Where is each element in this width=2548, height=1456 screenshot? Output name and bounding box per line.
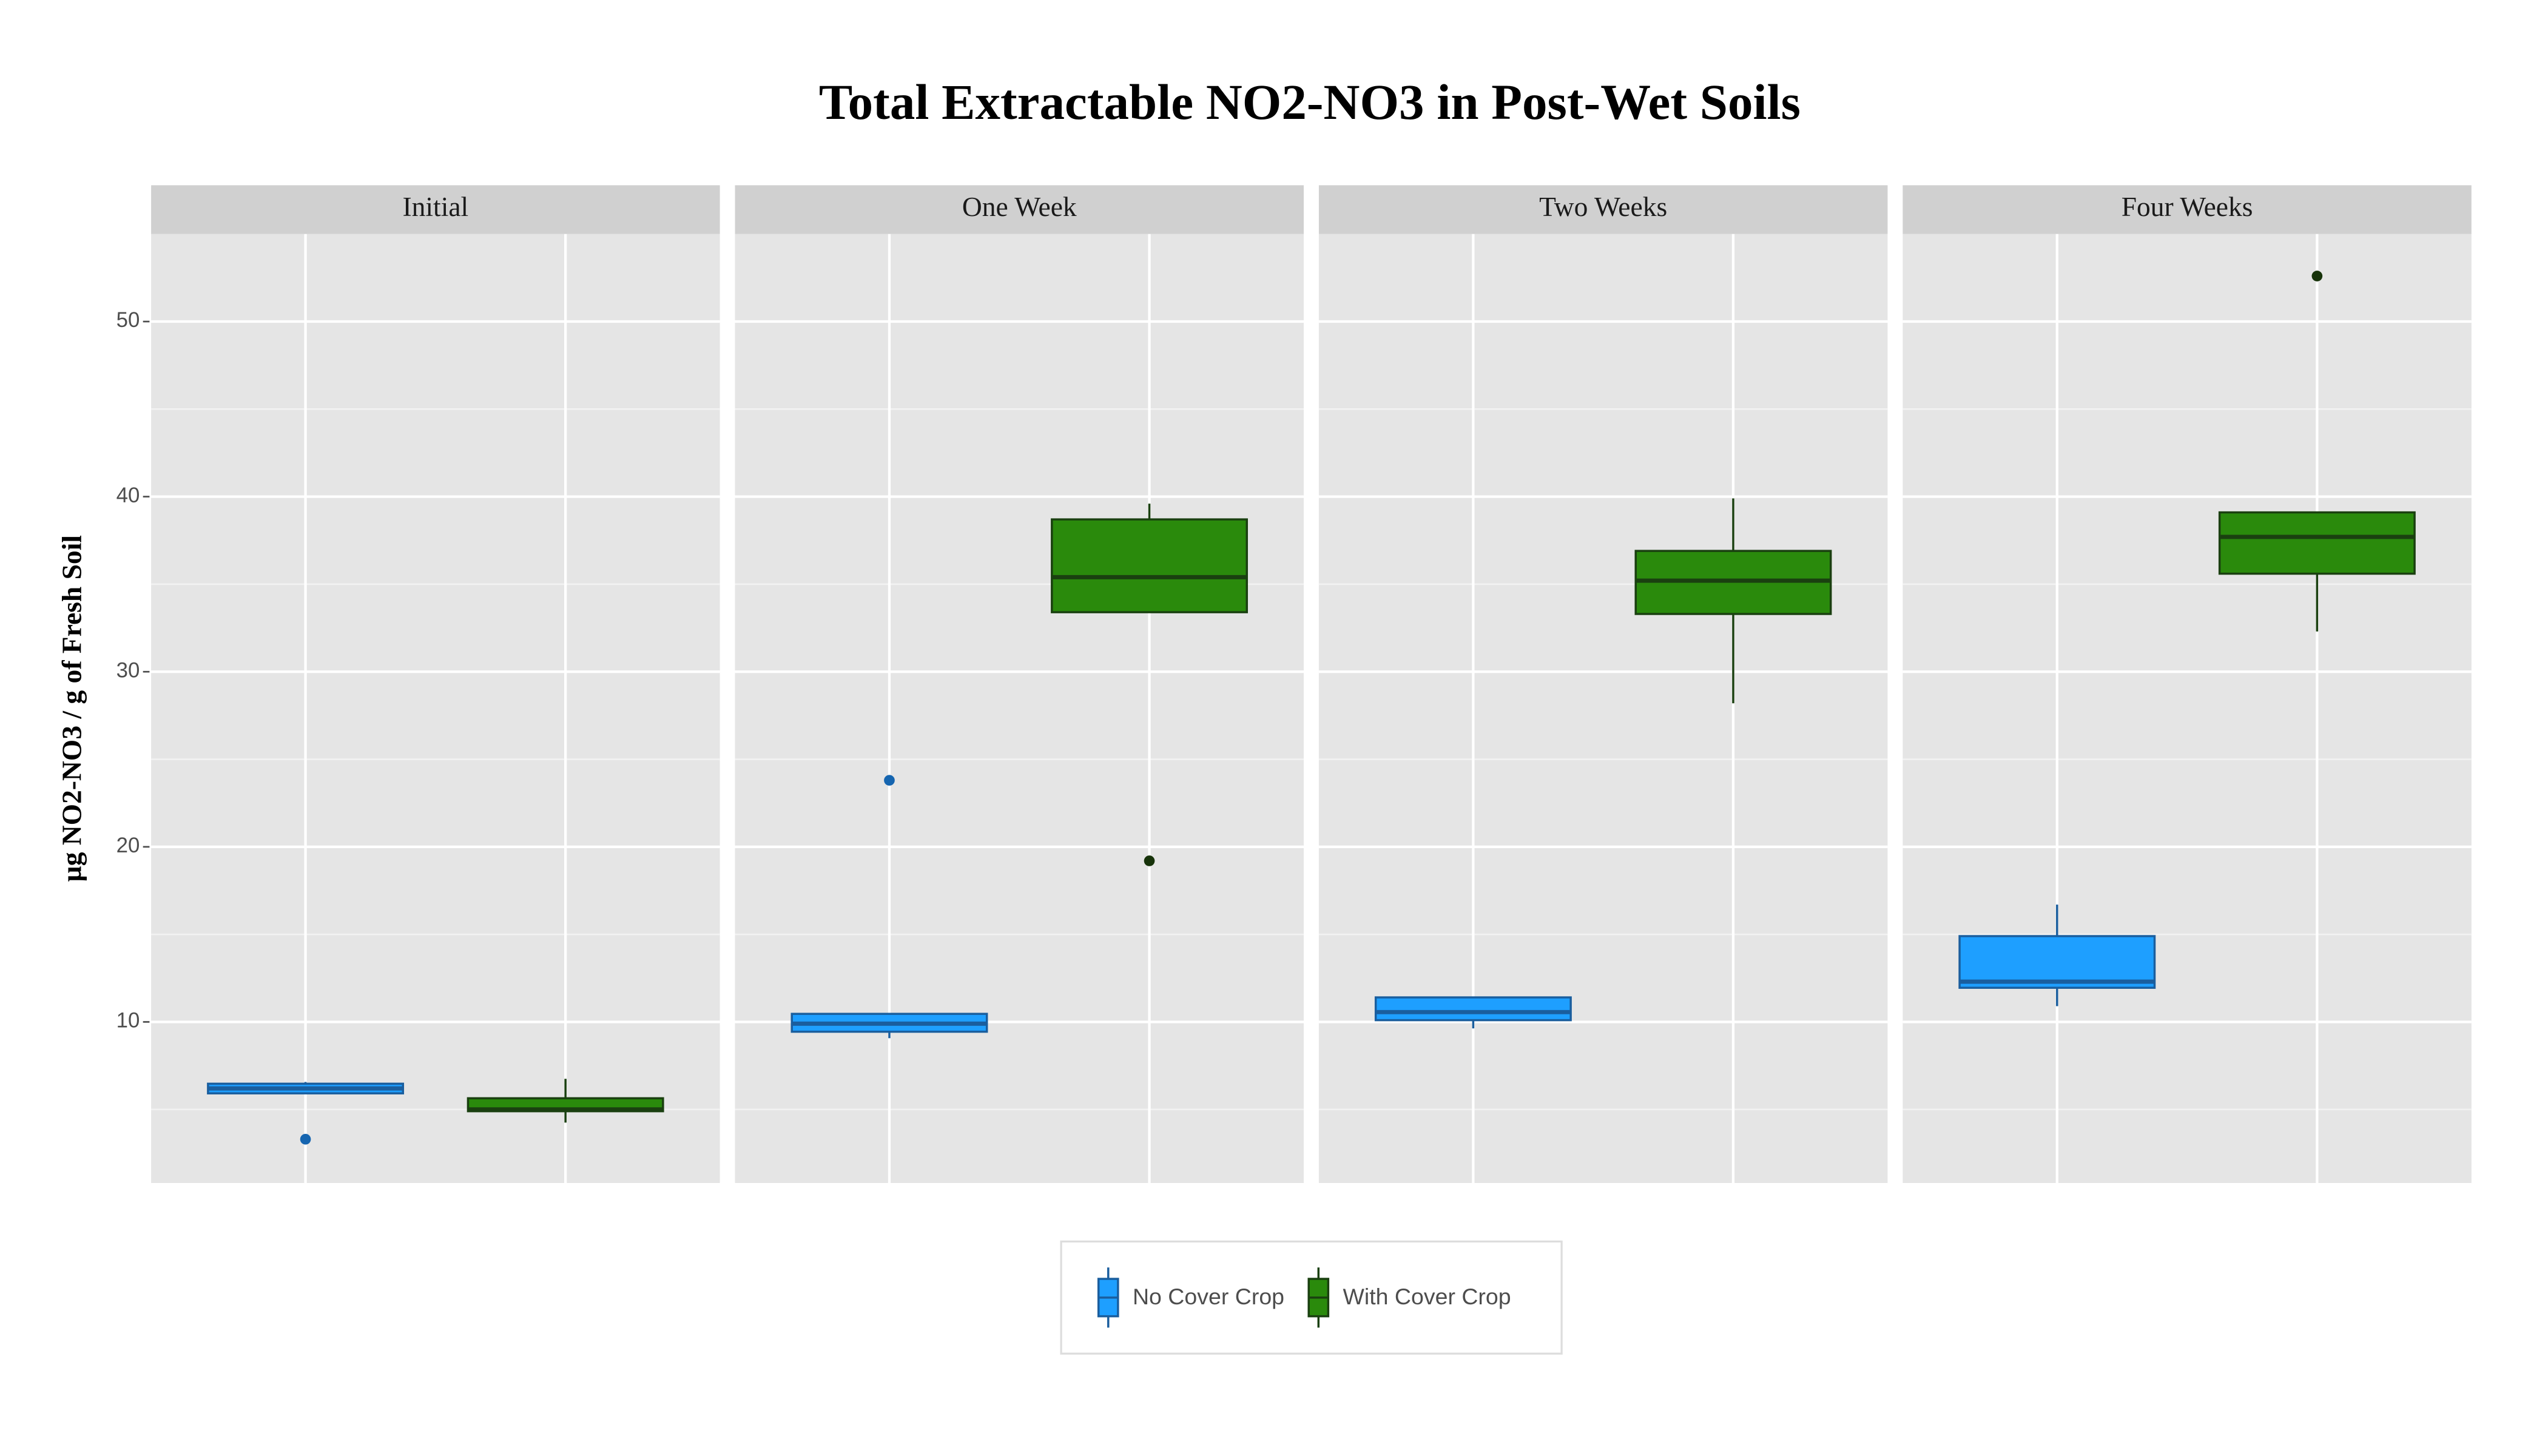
- strip-background: [151, 185, 720, 234]
- outlier: [1144, 855, 1155, 866]
- outlier: [884, 775, 895, 786]
- box: [1051, 518, 1249, 613]
- facet-label: Four Weeks: [2122, 191, 2253, 222]
- panel-background: [151, 234, 720, 1183]
- facet-label: One Week: [962, 191, 1077, 222]
- y-tick-label: 10: [116, 1009, 140, 1033]
- y-tick-label: 40: [116, 484, 140, 507]
- legend-label: With Cover Crop: [1343, 1284, 1511, 1309]
- panel-background: [1318, 234, 1888, 1183]
- facet-label: Two Weeks: [1539, 191, 1667, 222]
- panel-background: [735, 234, 1304, 1183]
- y-tick-label: 50: [116, 308, 140, 332]
- outlier: [300, 1134, 311, 1145]
- strip-background: [1903, 185, 2472, 234]
- chart-title: Total Extractable NO2-NO3 in Post-Wet So…: [819, 74, 1801, 130]
- legend-label: No Cover Crop: [1133, 1284, 1284, 1309]
- box: [1374, 996, 1572, 1022]
- box: [1958, 935, 2156, 989]
- strip-background: [735, 185, 1304, 234]
- strip-background: [1318, 185, 1888, 234]
- y-tick-label: 20: [116, 834, 140, 857]
- box: [2218, 511, 2416, 575]
- y-axis-label: µg NO2-NO3 / g of Fresh Soil: [56, 535, 87, 882]
- panel-background: [1903, 234, 2472, 1183]
- y-tick-label: 30: [116, 658, 140, 682]
- facet-label: Initial: [403, 191, 469, 222]
- outlier: [2311, 271, 2323, 281]
